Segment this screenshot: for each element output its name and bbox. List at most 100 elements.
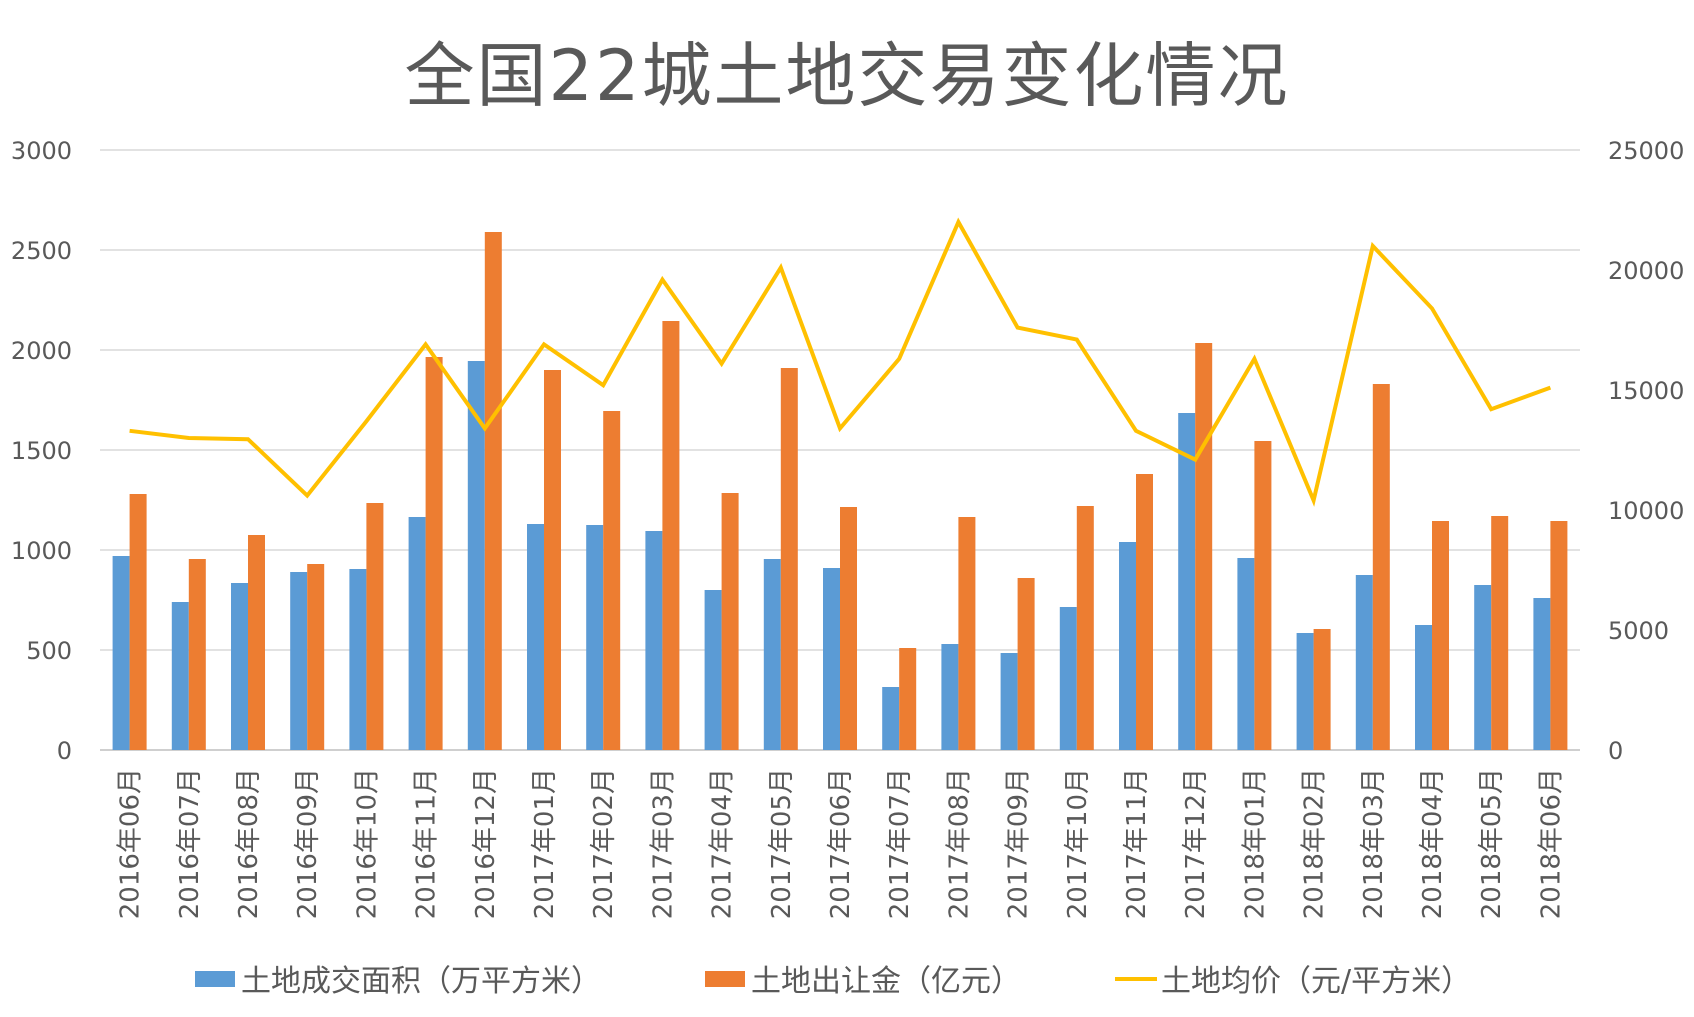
bar-revenue: [780, 368, 798, 750]
bar-revenue: [248, 535, 265, 750]
line-avg-price: [129, 217, 1552, 507]
x-axis: 2016年06月 2016年07月 2016年08月 2016年09月 2016年10月…: [116, 768, 1567, 919]
x-tick-label: 2018年06月: [1536, 768, 1566, 919]
bar-area: [1059, 607, 1077, 750]
bar-area: [290, 572, 308, 750]
x-tick-label: 2016年10月: [352, 768, 382, 919]
bar-area: [586, 525, 604, 750]
legend-label: 土地出让金（亿元）: [751, 964, 1021, 999]
y-right-tick-label: 5000: [1608, 617, 1669, 645]
legend-swatch: [705, 971, 745, 987]
bar-area: [1237, 558, 1255, 750]
bar-revenue: [603, 411, 621, 750]
bar-area: [763, 559, 781, 750]
bar-area: [1415, 625, 1432, 750]
x-tick-label: 2017年06月: [826, 768, 856, 919]
y-axis-right: 0 5000 10000 15000 20000 25000: [1608, 137, 1684, 765]
bar-area: [527, 524, 544, 750]
bar-revenue: [129, 494, 147, 750]
y-left-tick-label: 3000: [11, 137, 72, 165]
x-tick-label: 2016年12月: [471, 768, 501, 919]
bar-area: [231, 583, 248, 750]
y-right-tick-label: 10000: [1608, 497, 1684, 525]
legend-swatch: [195, 971, 235, 987]
x-tick-label: 2017年01月: [530, 768, 560, 919]
x-tick-label: 2016年09月: [293, 768, 323, 919]
x-tick-label: 2017年04月: [708, 768, 738, 919]
x-tick-label: 2017年07月: [885, 768, 915, 919]
x-tick-label: 2018年03月: [1359, 768, 1389, 919]
x-tick-label: 2017年11月: [1122, 768, 1152, 919]
bar-series: [112, 232, 1568, 750]
bar-area: [408, 517, 426, 750]
x-tick-label: 2016年06月: [116, 768, 146, 919]
y-right-tick-label: 0: [1608, 737, 1623, 765]
bar-area: [467, 361, 485, 750]
chart-title: 全国22城土地交易变化情况: [404, 35, 1290, 117]
x-tick-label: 2017年09月: [1004, 768, 1034, 919]
x-tick-label: 2016年11月: [412, 768, 442, 919]
x-tick-label: 2016年08月: [234, 768, 264, 919]
x-tick-label: 2017年03月: [648, 768, 678, 919]
legend: 土地成交面积（万平方米） 土地出让金（亿元） 土地均价（元/平方米）: [195, 964, 1471, 999]
bar-revenue: [544, 370, 561, 750]
x-tick-label: 2017年08月: [944, 768, 974, 919]
bar-revenue: [1550, 521, 1568, 750]
y-left-tick-label: 2500: [11, 237, 72, 265]
bar-revenue: [1432, 521, 1449, 750]
bar-revenue: [307, 564, 325, 750]
y-axis-left: 0 500 1000 1500 2000 2500 3000: [11, 137, 72, 765]
x-tick-label: 2017年02月: [589, 768, 619, 919]
x-tick-label: 2016年07月: [175, 768, 205, 919]
y-right-tick-label: 25000: [1608, 137, 1684, 165]
y-left-tick-label: 1000: [11, 537, 72, 565]
y-left-tick-label: 1500: [11, 437, 72, 465]
bar-area: [349, 569, 367, 750]
bar-revenue: [958, 517, 976, 750]
line-series: [129, 217, 1552, 507]
x-tick-label: 2017年10月: [1063, 768, 1093, 919]
x-tick-label: 2018年01月: [1240, 768, 1270, 919]
bar-area: [171, 602, 189, 750]
x-tick-label: 2018年04月: [1418, 768, 1448, 919]
bar-revenue: [1017, 578, 1035, 750]
y-left-tick-label: 0: [57, 737, 72, 765]
x-tick-label: 2017年12月: [1181, 768, 1211, 919]
x-tick-label: 2017年05月: [767, 768, 797, 919]
y-left-tick-label: 2000: [11, 337, 72, 365]
x-tick-label: 2018年02月: [1300, 768, 1330, 919]
bar-revenue: [366, 503, 384, 750]
bar-area: [704, 590, 722, 750]
bar-area: [1474, 585, 1492, 750]
bar-revenue: [425, 357, 443, 750]
bar-revenue: [484, 232, 502, 750]
y-right-tick-label: 15000: [1608, 377, 1684, 405]
bar-area: [1355, 575, 1373, 750]
bar-area: [882, 687, 900, 750]
legend-label: 土地成交面积（万平方米）: [241, 964, 601, 999]
bar-revenue: [899, 648, 917, 750]
y-left-tick-label: 500: [26, 637, 72, 665]
bar-area: [112, 556, 130, 750]
legend-label: 土地均价（元/平方米）: [1161, 964, 1471, 999]
bar-area: [941, 644, 959, 750]
bar-area: [823, 568, 840, 750]
bar-revenue: [1372, 384, 1390, 750]
bar-revenue: [840, 507, 857, 750]
bar-area: [1178, 413, 1196, 750]
bar-revenue: [662, 321, 680, 750]
bar-revenue: [1076, 506, 1094, 750]
bar-area: [1533, 598, 1551, 750]
bar-area: [1296, 633, 1314, 750]
bar-revenue: [1195, 343, 1213, 750]
bar-revenue: [1491, 516, 1509, 750]
bar-revenue: [1136, 474, 1153, 750]
bar-revenue: [188, 559, 206, 750]
bar-area: [645, 531, 663, 750]
bar-area: [1000, 653, 1018, 750]
bar-revenue: [721, 493, 739, 750]
bar-area: [1119, 542, 1136, 750]
bar-revenue: [1313, 629, 1331, 750]
x-tick-label: 2018年05月: [1477, 768, 1507, 919]
